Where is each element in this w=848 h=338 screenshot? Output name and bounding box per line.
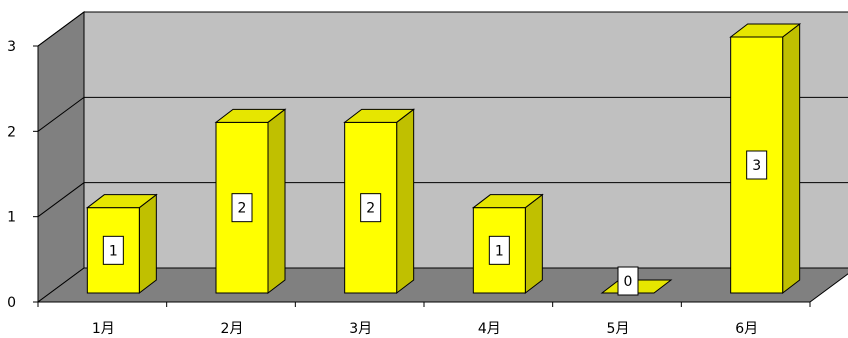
y-tick-label: 1 — [7, 210, 16, 226]
bar-side — [397, 109, 414, 293]
data-label: 1 — [109, 243, 118, 259]
data-label: 3 — [752, 158, 761, 174]
x-tick-labels: 1月 2月 3月 4月 5月 6月 — [92, 321, 758, 337]
x-tick-label: 4月 — [478, 321, 501, 337]
data-label: 2 — [238, 201, 247, 217]
data-label: 0 — [624, 274, 633, 290]
data-label: 2 — [366, 201, 375, 217]
data-label: 1 — [495, 243, 504, 259]
x-tick-label: 1月 — [92, 321, 115, 337]
side-wall — [38, 12, 84, 302]
x-tick-label: 2月 — [221, 321, 244, 337]
bar-side — [783, 24, 800, 293]
chart-walls — [38, 12, 848, 302]
floor — [38, 268, 848, 302]
y-tick-label: 0 — [7, 295, 16, 311]
y-tick-label: 2 — [7, 124, 16, 140]
x-tick-label: 5月 — [607, 321, 630, 337]
bar-side — [139, 195, 156, 293]
x-tick-label: 6月 — [735, 321, 758, 337]
bar-side — [525, 195, 542, 293]
y-tick-labels: 0 1 2 3 — [7, 39, 16, 311]
bar-side — [268, 109, 285, 293]
x-tick-label: 3月 — [349, 321, 372, 337]
y-tick-label: 3 — [7, 39, 16, 55]
